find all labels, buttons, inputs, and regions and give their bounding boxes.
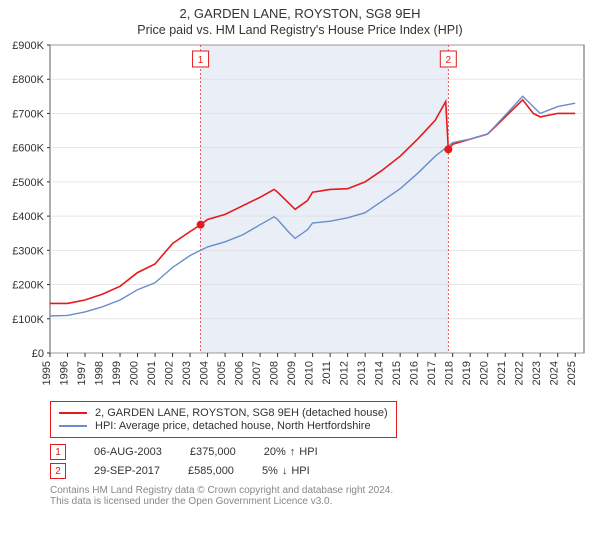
chart-svg: £0 £100K £200K £300K £400K £500K £600K £700K £80… [0,37,600,397]
svg-text:2020: 2020 [479,361,491,385]
svg-text:2018: 2018 [444,361,456,385]
svg-text:2023: 2023 [531,361,543,385]
transaction-date: 29-SEP-2017 [94,465,160,477]
svg-text:2001: 2001 [146,361,158,385]
svg-text:1995: 1995 [41,361,53,385]
svg-text:£400K: £400K [12,211,44,223]
svg-text:1996: 1996 [59,361,71,385]
address-title: 2, GARDEN LANE, ROYSTON, SG8 9EH [0,6,600,21]
legend: 2, GARDEN LANE, ROYSTON, SG8 9EH (detach… [50,401,397,438]
legend-swatch [59,425,87,427]
price-chart: £0 £100K £200K £300K £400K £500K £600K £700K £80… [0,37,600,397]
legend-label: 2, GARDEN LANE, ROYSTON, SG8 9EH (detach… [95,407,388,419]
svg-text:2025: 2025 [566,361,578,385]
legend-item: HPI: Average price, detached house, Nort… [59,420,388,432]
svg-text:£200K: £200K [12,280,44,292]
svg-text:£0: £0 [32,348,44,360]
svg-text:2009: 2009 [286,361,298,385]
svg-text:£800K: £800K [12,74,44,86]
legend-item: 2, GARDEN LANE, ROYSTON, SG8 9EH (detach… [59,407,388,419]
svg-text:2010: 2010 [304,361,316,385]
svg-text:2016: 2016 [409,361,421,385]
transaction-price: £585,000 [188,465,234,477]
transaction-row: 2 29-SEP-2017 £585,000 5% ↓ HPI [50,463,576,479]
svg-text:2008: 2008 [269,361,281,385]
subtitle: Price paid vs. HM Land Registry's House … [0,23,600,37]
svg-text:£500K: £500K [12,177,44,189]
svg-text:2004: 2004 [199,361,211,385]
transaction-date: 06-AUG-2003 [94,446,162,458]
svg-text:2012: 2012 [339,361,351,385]
svg-text:2000: 2000 [129,361,141,385]
transaction-marker-icon: 1 [50,444,66,460]
svg-text:2002: 2002 [164,361,176,385]
transaction-marker-icon: 2 [50,463,66,479]
svg-text:£900K: £900K [12,40,44,52]
svg-text:2017: 2017 [426,361,438,385]
svg-text:2022: 2022 [514,361,526,385]
svg-text:2006: 2006 [234,361,246,385]
svg-text:2014: 2014 [374,361,386,385]
attribution: Contains HM Land Registry data © Crown c… [50,485,576,507]
svg-text:2007: 2007 [251,361,263,385]
transaction-price: £375,000 [190,446,236,458]
legend-swatch [59,412,87,414]
legend-label: HPI: Average price, detached house, Nort… [95,420,371,432]
svg-text:£700K: £700K [12,108,44,120]
svg-text:1998: 1998 [94,361,106,385]
svg-text:2015: 2015 [391,361,403,385]
svg-text:1: 1 [198,55,204,66]
svg-text:2021: 2021 [496,361,508,385]
svg-text:2019: 2019 [461,361,473,385]
arrow-down-icon: ↓ [282,465,288,477]
arrow-up-icon: ↑ [290,446,296,458]
svg-text:£300K: £300K [12,245,44,257]
svg-text:1999: 1999 [111,361,123,385]
svg-text:2013: 2013 [356,361,368,385]
svg-text:2024: 2024 [549,361,561,385]
svg-text:2: 2 [446,55,452,66]
svg-text:£600K: £600K [12,143,44,155]
transactions: 1 06-AUG-2003 £375,000 20% ↑ HPI 2 29-SE… [50,444,576,479]
svg-text:2011: 2011 [321,361,333,385]
svg-text:£100K: £100K [12,314,44,326]
svg-text:2003: 2003 [181,361,193,385]
transaction-vs-hpi: 5% ↓ HPI [262,465,310,477]
svg-text:1997: 1997 [76,361,88,385]
transaction-vs-hpi: 20% ↑ HPI [264,446,318,458]
svg-text:2005: 2005 [216,361,228,385]
transaction-row: 1 06-AUG-2003 £375,000 20% ↑ HPI [50,444,576,460]
